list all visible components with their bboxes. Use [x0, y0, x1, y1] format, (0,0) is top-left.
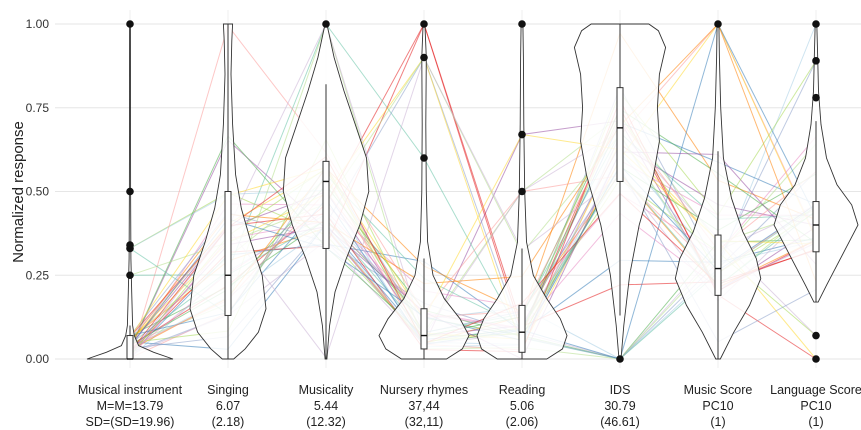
y-axis-label: Normalized response: [10, 121, 27, 263]
x-label-5-1: IDS: [610, 383, 631, 397]
y-tick-0: 0.00: [26, 352, 50, 366]
x-label-0-2: M=M=13.79: [97, 399, 164, 413]
x-label-5-2: 30.79: [604, 399, 635, 413]
outlier-0-0: [126, 271, 134, 280]
x-axis-labels: Musical instrument M=M=13.79 SD=(SD=19.96)…: [78, 383, 861, 429]
outlier-4-1: [518, 130, 526, 139]
x-label-4-1: Reading: [499, 383, 546, 397]
outlier-0-3: [126, 187, 134, 196]
x-label-2-2: 5.44: [314, 399, 338, 413]
x-label-4-2: 5.06: [510, 399, 534, 413]
outlier-7-4: [812, 20, 820, 28]
box-7: [812, 201, 820, 253]
outlier-7-0: [812, 355, 820, 363]
box-4: [518, 304, 526, 353]
box-0: [126, 335, 134, 360]
y-axis: 0.00 0.25 0.50 0.75 1.00: [26, 17, 50, 366]
box-1: [224, 191, 232, 316]
outlier-4-0: [518, 187, 526, 196]
outlier-0-2: [126, 241, 134, 249]
x-label-6-2: PC10: [702, 399, 733, 413]
x-label-7-1: Language Score: [770, 383, 861, 397]
box-6: [714, 234, 722, 296]
outlier-7-1: [812, 331, 820, 340]
outlier-3-2: [420, 20, 428, 28]
x-label-1-1: Singing: [207, 383, 249, 397]
outlier-5-0: [616, 355, 624, 363]
outlier-3-1: [420, 53, 428, 62]
x-label-6-3: (1): [710, 415, 725, 429]
x-label-5-3: (46.61): [600, 415, 640, 429]
x-label-1-3: (2.18): [212, 415, 245, 429]
outlier-0-4: [126, 20, 134, 28]
outlier-6-0: [714, 20, 722, 28]
x-label-0-3: SD=(SD=19.96): [86, 415, 175, 429]
x-label-7-2: PC10: [800, 399, 831, 413]
violins: [86, 20, 859, 363]
outlier-7-2: [812, 93, 820, 102]
outlier-7-3: [812, 57, 820, 65]
box-3: [420, 308, 428, 350]
x-label-6-1: Music Score: [684, 383, 753, 397]
y-tick-3: 0.75: [26, 101, 50, 115]
y-tick-1: 0.25: [26, 268, 50, 282]
x-label-3-2: 37,44: [408, 399, 439, 413]
x-label-3-1: Nursery rhymes: [380, 383, 468, 397]
x-label-2-3: (12.32): [306, 415, 346, 429]
outlier-3-0: [420, 154, 428, 162]
participant-line-30: [129, 108, 817, 350]
x-label-0-1: Musical instrument: [78, 383, 183, 397]
box-2: [322, 160, 330, 249]
box-5: [616, 87, 624, 182]
x-label-1-2: 6.07: [216, 399, 240, 413]
outlier-2-0: [322, 20, 330, 28]
outlier-4-2: [518, 20, 526, 28]
x-label-3-3: (32,11): [405, 415, 444, 429]
y-tick-2: 0.50: [26, 185, 50, 199]
x-label-7-3: (1): [808, 415, 823, 429]
y-tick-4: 1.00: [26, 17, 50, 31]
x-label-2-1: Musicality: [299, 383, 355, 397]
x-label-4-3: (2.06): [506, 415, 539, 429]
